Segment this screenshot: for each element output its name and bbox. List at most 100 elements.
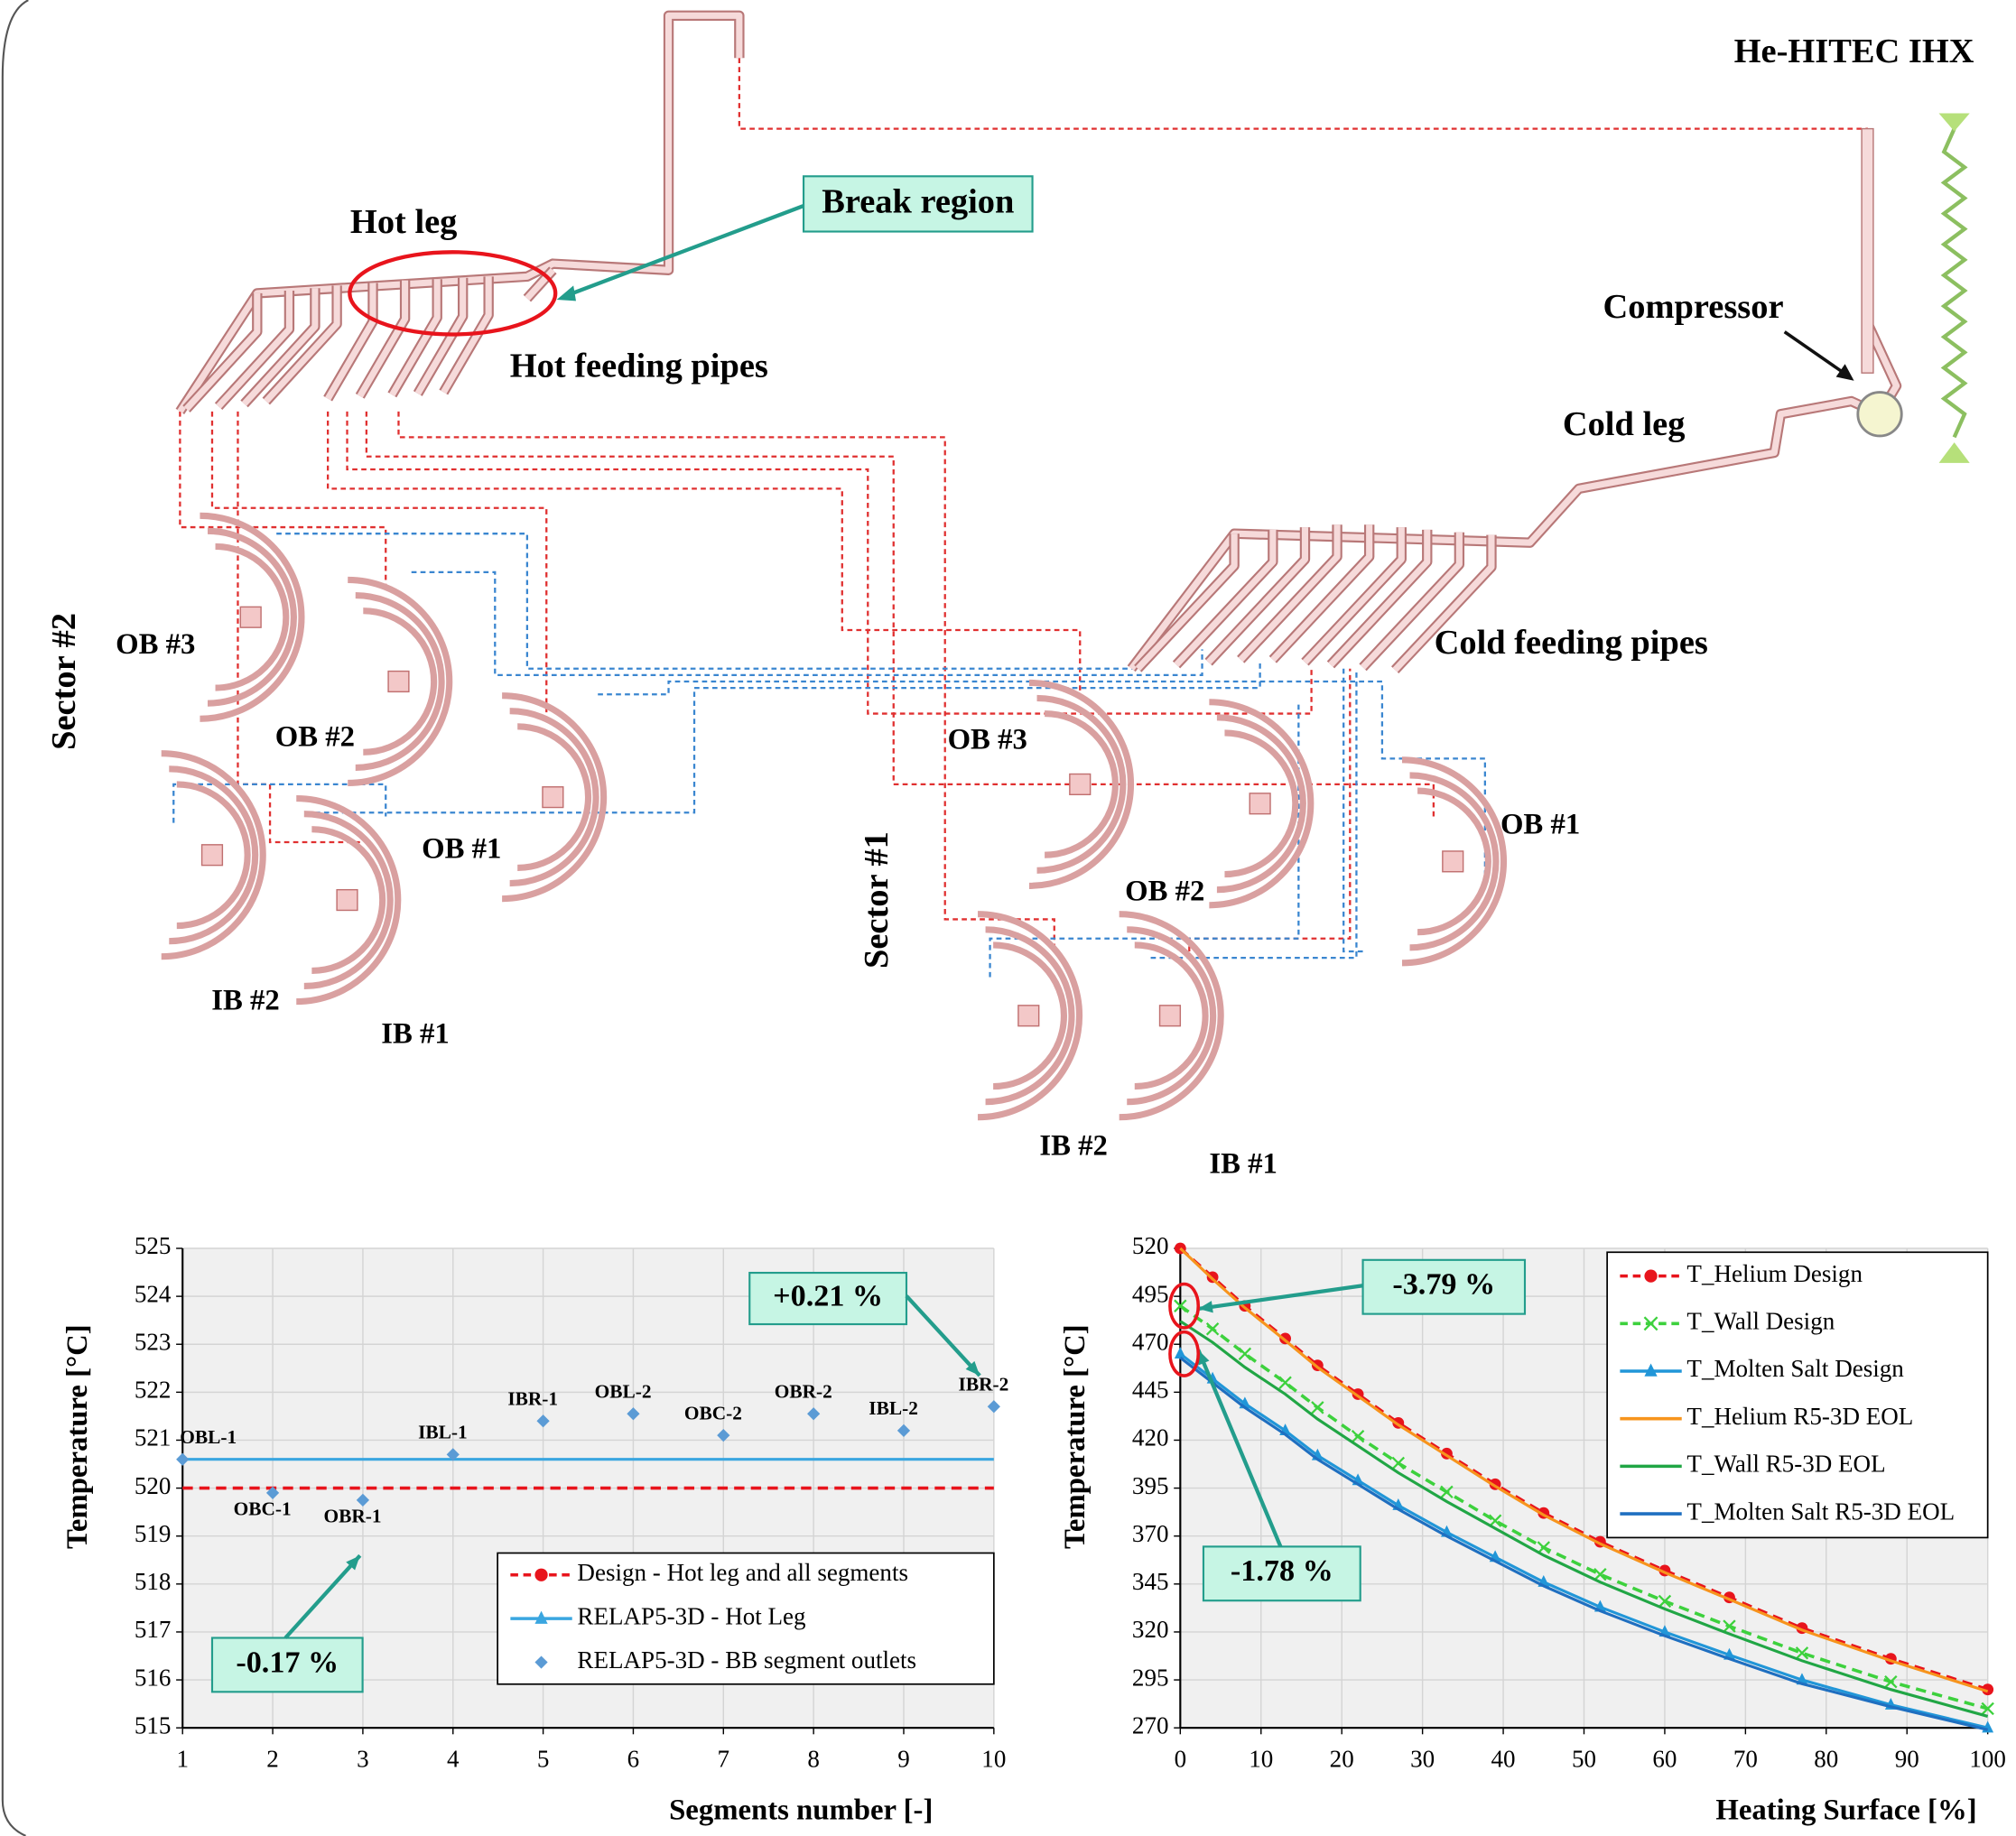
pipe bbox=[177, 12, 743, 413]
y-tick-label: 523 bbox=[135, 1328, 172, 1355]
pipe bbox=[1392, 534, 1495, 672]
x-axis-title: Heating Surface [%] bbox=[1715, 1794, 1976, 1827]
x-tick-label: 10 bbox=[1249, 1745, 1273, 1772]
segment-arc bbox=[1127, 926, 1217, 1106]
y-axis-title: Temperature [°C] bbox=[61, 1324, 94, 1549]
segment-arc bbox=[363, 607, 438, 756]
compressor-icon bbox=[1856, 391, 1903, 438]
segment-arc bbox=[207, 527, 297, 707]
diagram: He-HITEC IHX Break region Hot leg Hot fe… bbox=[45, 10, 1974, 1180]
x-tick-label: 4 bbox=[447, 1745, 460, 1772]
highlight-ring bbox=[1168, 1282, 1201, 1330]
segment-box bbox=[1442, 850, 1464, 873]
marker bbox=[1982, 1683, 1994, 1696]
x-tick-label: 40 bbox=[1491, 1745, 1516, 1772]
marker bbox=[1278, 1376, 1292, 1389]
x-tick-label: 20 bbox=[1330, 1745, 1354, 1772]
marker bbox=[1174, 1299, 1187, 1312]
legend-label: RELAP5-3D - BB segment outlets bbox=[577, 1646, 916, 1674]
connection-line bbox=[738, 58, 1868, 322]
pipe bbox=[183, 292, 261, 412]
y-axis-title: Temperature [°C] bbox=[1059, 1324, 1092, 1549]
y-tick-label: 445 bbox=[1132, 1377, 1169, 1404]
marker bbox=[1658, 1594, 1672, 1609]
marker bbox=[1884, 1674, 1898, 1689]
marker bbox=[534, 1568, 548, 1581]
ihx-coil bbox=[1940, 127, 1968, 439]
segment-arc bbox=[169, 765, 259, 945]
segment-box bbox=[387, 670, 410, 693]
page-border bbox=[1, 0, 29, 1836]
y-tick-label: 370 bbox=[1132, 1520, 1169, 1547]
x-tick-label: 100 bbox=[1969, 1745, 2006, 1772]
marker bbox=[1391, 1456, 1406, 1470]
marker bbox=[807, 1407, 821, 1421]
marker bbox=[176, 1452, 190, 1466]
marker bbox=[987, 1400, 1000, 1414]
legend-label: T_Helium Design bbox=[1686, 1260, 1863, 1287]
annotation-box bbox=[1202, 1545, 1361, 1602]
segment-arc bbox=[1134, 941, 1209, 1090]
pipe bbox=[414, 277, 467, 395]
series-line bbox=[1179, 1356, 1989, 1731]
x-tick-label: 60 bbox=[1652, 1745, 1677, 1772]
segment-arc bbox=[517, 723, 592, 872]
segment-arc bbox=[502, 692, 608, 903]
y-tick-label: 520 bbox=[1132, 1232, 1169, 1259]
connection-line bbox=[346, 411, 1313, 715]
y-tick-label: 470 bbox=[1132, 1328, 1169, 1355]
segment-box bbox=[1249, 793, 1271, 815]
segment-arc bbox=[1224, 729, 1299, 878]
pipe bbox=[1302, 527, 1405, 665]
series-line bbox=[1179, 1352, 1989, 1729]
label: IB #1 bbox=[1209, 1147, 1277, 1180]
label: Break region bbox=[822, 182, 1014, 220]
point-label: OBC-1 bbox=[234, 1498, 292, 1520]
x-tick-label: 70 bbox=[1733, 1745, 1758, 1772]
y-tick-label: 420 bbox=[1132, 1424, 1169, 1451]
point-label: OBR-1 bbox=[323, 1506, 381, 1527]
annotation: -3.79 % bbox=[1392, 1268, 1495, 1302]
label: Sector #1 bbox=[858, 831, 896, 969]
pipe bbox=[1135, 533, 1238, 672]
point-label: IBR-2 bbox=[959, 1373, 1009, 1395]
marker bbox=[536, 1414, 550, 1428]
label: OB #1 bbox=[422, 832, 501, 865]
label: Cold feeding pipes bbox=[1435, 624, 1708, 662]
segment-box bbox=[1017, 1005, 1040, 1027]
y-tick-label: 525 bbox=[135, 1232, 172, 1259]
legend-label: T_Molten Salt R5-3D EOL bbox=[1686, 1498, 1955, 1525]
pipe bbox=[216, 291, 293, 409]
annotation-arrow bbox=[1196, 1349, 1283, 1548]
annotation-arrow bbox=[1197, 1284, 1363, 1312]
segment-box bbox=[1069, 773, 1092, 795]
marker bbox=[1593, 1567, 1607, 1581]
label: Compressor bbox=[1603, 288, 1784, 326]
point-label: OBR-2 bbox=[775, 1380, 832, 1402]
legend-label: RELAP5-3D - Hot Leg bbox=[577, 1602, 806, 1629]
y-tick-label: 521 bbox=[135, 1424, 172, 1451]
x-tick-label: 80 bbox=[1814, 1745, 1838, 1772]
legend-label: Design - Hot leg and all segments bbox=[577, 1559, 908, 1586]
point-label: IBR-1 bbox=[507, 1387, 558, 1409]
segment-arc bbox=[215, 542, 290, 691]
connection-line bbox=[989, 700, 1300, 978]
marker bbox=[1644, 1269, 1658, 1283]
legend-label: T_Wall R5-3D EOL bbox=[1686, 1451, 1885, 1478]
y-tick-label: 295 bbox=[1132, 1664, 1169, 1691]
y-tick-label: 518 bbox=[135, 1568, 172, 1595]
marker bbox=[1644, 1363, 1658, 1377]
y-tick-label: 520 bbox=[135, 1472, 172, 1499]
pipe bbox=[1206, 527, 1309, 665]
annotation: -0.17 % bbox=[236, 1646, 339, 1679]
marker bbox=[1488, 1514, 1502, 1527]
pipe bbox=[264, 285, 340, 403]
chart: 515 516 517 518 519 520 521 522 523 524 525 1 2 3 4 5 6 7… bbox=[61, 1232, 1009, 1826]
annotation: +0.21 % bbox=[773, 1279, 883, 1312]
annotation-arrow bbox=[283, 1553, 362, 1639]
label: Hot feeding pipes bbox=[510, 348, 768, 385]
marker bbox=[717, 1429, 730, 1442]
label: IB #2 bbox=[1039, 1129, 1108, 1162]
label: Cold leg bbox=[1563, 405, 1686, 443]
